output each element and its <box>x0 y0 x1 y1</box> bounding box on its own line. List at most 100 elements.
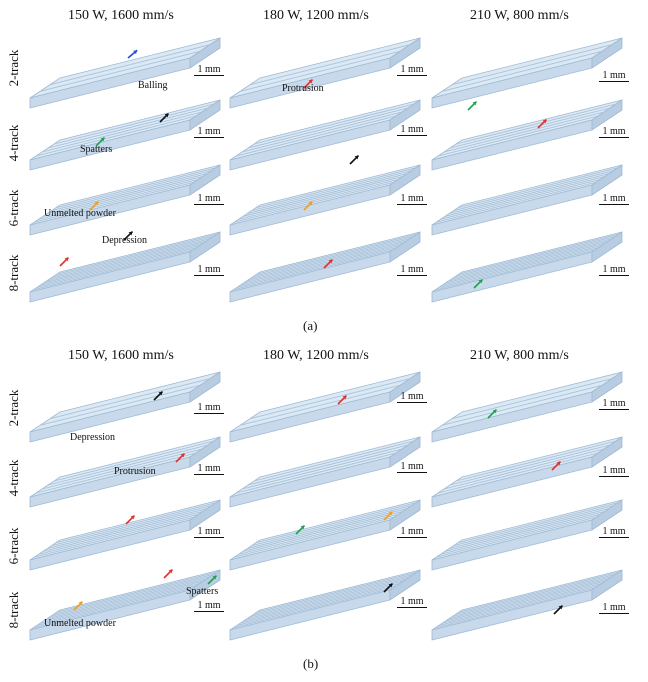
track-ridge <box>47 508 208 550</box>
track-ridge <box>41 111 203 153</box>
scale-bar: 1 mm <box>599 193 629 205</box>
track-ridge <box>47 444 209 486</box>
track-ridge <box>53 236 214 277</box>
row-label-4track-a: 4-track <box>6 124 21 162</box>
track-ridge <box>458 571 619 613</box>
scale-bar: 1 mm <box>397 193 427 205</box>
scale-bar: 1 mm <box>397 64 427 76</box>
row-label-6track-a: 6-track <box>6 189 21 227</box>
track-ridge <box>53 103 215 145</box>
defect-arrowhead <box>308 201 313 206</box>
track-ridge <box>235 452 397 494</box>
track-ridge <box>253 103 415 145</box>
annotation-spatters-b: Spatters <box>186 586 219 597</box>
track-ridge <box>246 240 407 282</box>
track-top-surface <box>229 99 421 161</box>
track-ridge <box>53 574 214 615</box>
track-ridge <box>49 238 211 280</box>
scale-bar: 1 mm <box>397 391 427 403</box>
scale-bar: 1 mm <box>194 463 224 475</box>
track-ridge <box>441 244 603 286</box>
track-side-face <box>189 99 221 131</box>
track-top-surface <box>431 371 623 433</box>
track-top-surface <box>229 231 421 293</box>
track-ridge <box>239 384 401 426</box>
track-top-surface <box>431 436 623 498</box>
track-side-face <box>591 99 623 131</box>
defect-arrowhead <box>128 231 133 236</box>
scale-bar: 1 mm <box>194 126 224 138</box>
column-title-3-b: 210 W, 800 mm/s <box>470 348 569 363</box>
track-ridge <box>247 444 409 486</box>
defect-arrowhead <box>492 409 497 414</box>
track-ridge <box>46 578 207 620</box>
track-ridge <box>56 571 217 613</box>
track-ridge <box>34 516 195 558</box>
track-ridge <box>49 44 211 86</box>
track-ridge <box>443 111 605 153</box>
defect-arrowhead <box>164 113 169 118</box>
track-ridge <box>39 50 201 92</box>
annotation-unmelted-b: Unmelted powder <box>44 618 116 629</box>
defect-arrowhead <box>100 137 105 142</box>
track-ridge <box>249 378 411 420</box>
track-ridge <box>39 244 201 286</box>
defect-arrowhead <box>180 453 185 458</box>
scale-bar: 1 mm <box>397 124 427 136</box>
track-ridge <box>449 444 611 486</box>
track-ridge <box>42 510 203 552</box>
column-title-2-a: 180 W, 1200 mm/s <box>263 8 369 23</box>
track-side-face <box>389 99 421 131</box>
defect-arrowhead <box>478 279 483 284</box>
track-ridge <box>36 247 197 288</box>
scale-bar: 1 mm <box>194 402 224 414</box>
track-ridge <box>441 50 603 92</box>
track-ridge <box>435 587 596 629</box>
track-ridge <box>239 50 401 92</box>
track-top-surface <box>29 37 221 99</box>
track-ridge <box>233 587 394 629</box>
track-ridge <box>242 510 403 552</box>
scale-bar: 1 mm <box>599 70 629 82</box>
track-ridge <box>457 502 618 544</box>
track-ridge <box>41 448 203 490</box>
scale-bar: 1 mm <box>194 600 224 612</box>
track-ridge <box>235 115 397 157</box>
track-side-face <box>389 436 421 468</box>
panel-caption-a: (a) <box>303 318 318 333</box>
column-title-1-a: 150 W, 1600 mm/s <box>68 8 174 23</box>
track-ridge <box>47 107 209 149</box>
scale-bar: 1 mm <box>397 596 427 608</box>
track-side-face <box>591 164 623 196</box>
scale-bar: 1 mm <box>397 264 427 276</box>
track-top-surface <box>431 37 623 99</box>
track-ridge <box>236 585 397 626</box>
track-ridge <box>441 384 603 426</box>
column-title-1-b: 150 W, 1600 mm/s <box>68 348 174 363</box>
defect-arrowhead <box>158 391 163 396</box>
track-ridge <box>437 452 599 494</box>
track-side-face <box>389 499 421 531</box>
track-ridge <box>455 103 617 145</box>
track-top-surface <box>431 99 623 161</box>
track-ridge <box>34 181 195 223</box>
track-top-surface <box>229 371 421 433</box>
track-ridge <box>51 170 212 212</box>
track-ridge <box>247 173 408 215</box>
track-top-surface <box>29 371 221 433</box>
track-ridge <box>239 582 401 624</box>
track-top-surface <box>431 569 623 631</box>
track-ridge <box>36 585 197 626</box>
track-side-face <box>189 499 221 531</box>
annotation-depression-b: Depression <box>70 432 115 443</box>
defect-arrowhead <box>542 119 547 124</box>
track-ridge <box>243 580 404 622</box>
defect-arrowhead <box>78 601 83 606</box>
track-ridge <box>440 513 601 555</box>
scale-bar: 1 mm <box>194 64 224 76</box>
track-ridge <box>443 448 605 490</box>
defect-arrowhead <box>130 515 135 520</box>
track-ridge <box>35 452 197 494</box>
defect-arrowhead <box>388 583 393 588</box>
track-ridge <box>255 167 416 209</box>
